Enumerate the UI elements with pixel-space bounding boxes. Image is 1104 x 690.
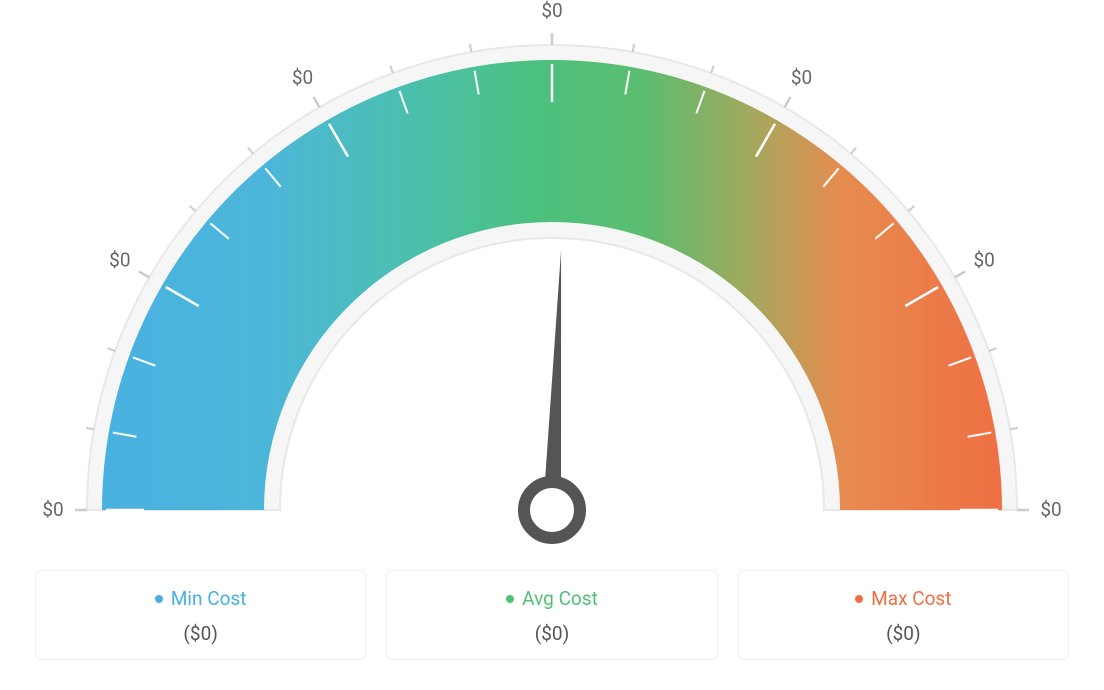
svg-text:$0: $0: [973, 249, 994, 272]
legend-box-max: Max Cost ($0): [738, 570, 1069, 660]
legend-value-max: ($0): [749, 622, 1058, 645]
legend-label-max-text: Max Cost: [871, 587, 951, 610]
legend-label-avg: Avg Cost: [506, 587, 598, 610]
svg-text:$0: $0: [791, 66, 812, 89]
gauge-svg: $0 $0 $0 $0 $0 $0 $0: [0, 0, 1104, 560]
legend-label-min: Min Cost: [155, 587, 247, 610]
legend-dot-max: [855, 595, 863, 603]
svg-text:$0: $0: [1040, 498, 1061, 521]
legend-dot-avg: [506, 595, 514, 603]
svg-text:$0: $0: [109, 249, 130, 272]
legend-value-avg: ($0): [397, 622, 706, 645]
legend-box-avg: Avg Cost ($0): [386, 570, 717, 660]
legend-label-max: Max Cost: [855, 587, 951, 610]
svg-text:$0: $0: [541, 0, 562, 22]
legend-label-avg-text: Avg Cost: [522, 587, 598, 610]
legend-box-min: Min Cost ($0): [35, 570, 366, 660]
svg-text:$0: $0: [42, 498, 63, 521]
gauge-chart: $0 $0 $0 $0 $0 $0 $0 Min Cost ($0) Avg Cost ($…: [0, 0, 1104, 690]
legend-label-min-text: Min Cost: [171, 587, 247, 610]
svg-text:$0: $0: [292, 66, 313, 89]
legend-row: Min Cost ($0) Avg Cost ($0) Max Cost ($0…: [35, 570, 1069, 660]
legend-value-min: ($0): [46, 622, 355, 645]
legend-dot-min: [155, 595, 163, 603]
